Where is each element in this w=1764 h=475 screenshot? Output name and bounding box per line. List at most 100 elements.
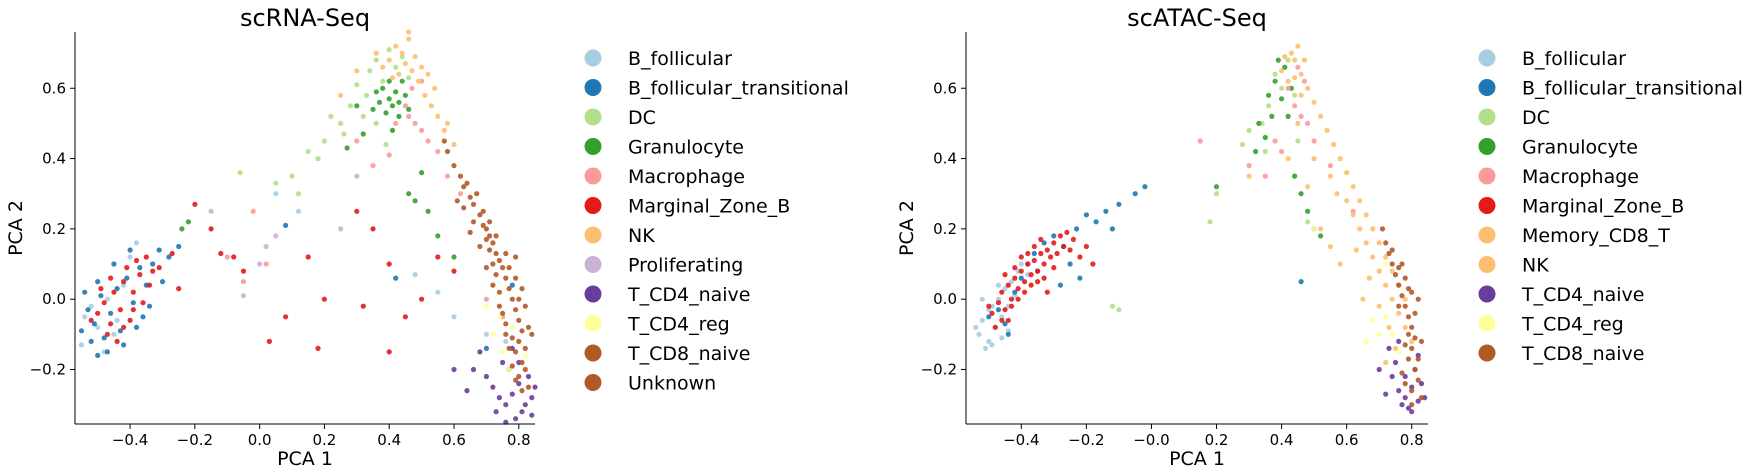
- point-B_follicular-2: [95, 324, 101, 330]
- point-Granulocyte-21: [451, 254, 457, 260]
- point-Granulocyte-12: [396, 113, 402, 119]
- point-NK-21: [444, 120, 451, 126]
- point-Marginal_Zone_B-24: [1070, 236, 1076, 242]
- y-tick-label: 0.4: [42, 150, 66, 168]
- point-Marginal_Zone_B-15: [1041, 261, 1047, 267]
- legend-marker: [584, 79, 602, 96]
- point-B_follicular_transitional-4: [108, 310, 114, 316]
- point-NK-10: [422, 92, 428, 98]
- point-B_follicular_transitional-23: [1298, 279, 1304, 285]
- point-B_follicular_transitional-6: [117, 328, 123, 334]
- legend-label: B_follicular_transitional: [628, 78, 849, 100]
- point-Marginal_Zone_B-35: [370, 226, 376, 232]
- legend: B_follicular B_follicular_transitional DC G…: [584, 48, 849, 395]
- legend-label: DC: [628, 107, 656, 129]
- point-NK-5: [419, 64, 425, 70]
- point-B_follicular_transitional-3: [1012, 289, 1018, 295]
- point-DC-10: [321, 138, 327, 144]
- point-Granulocyte-20: [435, 233, 441, 239]
- point-Macrophage-6: [1301, 78, 1307, 84]
- x-tick-label: 0.2: [313, 431, 337, 449]
- point-Marginal_Zone_B-24: [176, 286, 182, 292]
- point-T_CD4_naive-14: [1386, 345, 1392, 351]
- point-Marginal_Zone_B-42: [360, 303, 366, 309]
- point-B_follicular-1: [979, 317, 985, 323]
- point-B_follicular_transitional-6: [1031, 250, 1037, 257]
- point-T_CD4_reg-1: [500, 349, 506, 355]
- point-T_CD8_naive-10: [493, 250, 499, 257]
- point-DC-8: [338, 120, 344, 126]
- point-T_CD8_naive-46: [522, 303, 528, 309]
- point-T_CD8_naive-0: [1383, 240, 1389, 246]
- legend-marker: [1478, 226, 1496, 244]
- point-T_CD4_reg-2: [1389, 331, 1395, 337]
- point-Marginal_Zone_B-13: [1035, 268, 1041, 274]
- point-T_CD8_naive-44: [522, 345, 528, 351]
- point-T_CD8_naive-12: [500, 265, 506, 271]
- legend-label: T_CD4_naive: [627, 284, 751, 306]
- point-T_CD8_naive-33: [480, 208, 486, 214]
- point-Granulocyte-5: [383, 110, 389, 116]
- point-Memory_CD8_T-5: [1311, 99, 1317, 105]
- legend-marker: [1478, 108, 1496, 126]
- point-Marginal_Zone_B-35: [1002, 272, 1008, 278]
- point-T_CD8_naive-20: [1409, 289, 1415, 295]
- point-Marginal_Zone_B-10: [146, 282, 153, 288]
- point-Macrophage-2: [1298, 113, 1304, 119]
- legend-marker: [1478, 285, 1496, 303]
- point-Memory_CD8_T-32: [1311, 156, 1317, 162]
- legend-label: Proliferating: [628, 255, 743, 277]
- point-DC-13: [1262, 148, 1268, 155]
- point-Macrophage-10: [1246, 163, 1252, 169]
- scatter-points: [78, 29, 538, 425]
- point-Marginal_Zone_B-30: [1022, 289, 1028, 295]
- point-T_CD4_naive-0: [1389, 373, 1395, 380]
- point-T_CD8_naive-45: [525, 324, 532, 330]
- point-Memory_CD8_T-36: [1366, 275, 1372, 281]
- point-B_follicular_transitional-8: [130, 300, 136, 306]
- panel-scatac: scATAC-Seq −0.4 −0.2 −0.0 0.2 0.4 0.6 0.8 −0.2 0…: [896, 4, 1743, 470]
- legend-label: T_CD8_naive: [627, 343, 751, 365]
- point-T_CD8_naive-22: [522, 366, 528, 373]
- point-NK-20: [432, 85, 438, 91]
- point-Marginal_Zone_B-44: [1025, 250, 1031, 257]
- point-Granulocyte-3: [399, 78, 405, 84]
- point-T_CD8_naive-39: [483, 265, 489, 271]
- point-Marginal_Zone_B-0: [989, 310, 995, 316]
- legend-marker: [584, 374, 602, 391]
- point-B_follicular-21: [995, 282, 1002, 288]
- point-B_follicular_transitional-14: [88, 338, 94, 344]
- point-T_CD8_naive-17: [516, 317, 522, 323]
- point-B_follicular_transitional-10: [1074, 226, 1080, 232]
- point-Marginal_Zone_B-43: [321, 296, 327, 302]
- point-Memory_CD8_T-37: [1376, 303, 1382, 309]
- point-Marginal_Zone_B-34: [1051, 265, 1057, 271]
- y-tick-label: 0.4: [933, 150, 957, 168]
- point-Memory_CD8_T-47: [1327, 243, 1333, 250]
- legend-marker: [584, 197, 602, 214]
- point-B_follicular_transitional-26: [95, 352, 101, 358]
- point-NK-11: [428, 103, 434, 109]
- legend-label: Granulocyte: [1522, 137, 1638, 159]
- point-Granulocyte-23: [179, 226, 185, 232]
- point-T_CD4_naive-5: [516, 381, 522, 387]
- point-B_follicular-4: [111, 331, 117, 337]
- point-B_follicular-12: [273, 191, 279, 197]
- point-Granulocyte-9: [373, 89, 379, 95]
- point-Marginal_Zone_B-28: [1008, 303, 1015, 309]
- point-DC-1: [1279, 85, 1285, 91]
- point-B_follicular_transitional-19: [104, 349, 110, 355]
- point-Macrophage-18: [444, 173, 451, 179]
- panel-scrna: scRNA-Seq −0.4 −0.2 0.0 0.2 0.4 0.6 0.8 −0.2 0.0…: [5, 4, 849, 470]
- point-T_CD8_naive-13: [503, 275, 509, 281]
- point-Memory_CD8_T-15: [1376, 240, 1382, 246]
- point-Marginal_Zone_B-6: [127, 317, 133, 323]
- point-Macrophage-4: [435, 148, 441, 155]
- y-tick-label: 0.0: [42, 290, 66, 308]
- point-T_CD8_naive-1: [457, 173, 464, 179]
- point-Memory_CD8_T-43: [1337, 261, 1343, 267]
- point-B_follicular-0: [82, 314, 88, 320]
- point-Marginal_Zone_B-27: [218, 250, 224, 257]
- point-NK-4: [412, 54, 418, 60]
- legend-marker: [1478, 315, 1496, 332]
